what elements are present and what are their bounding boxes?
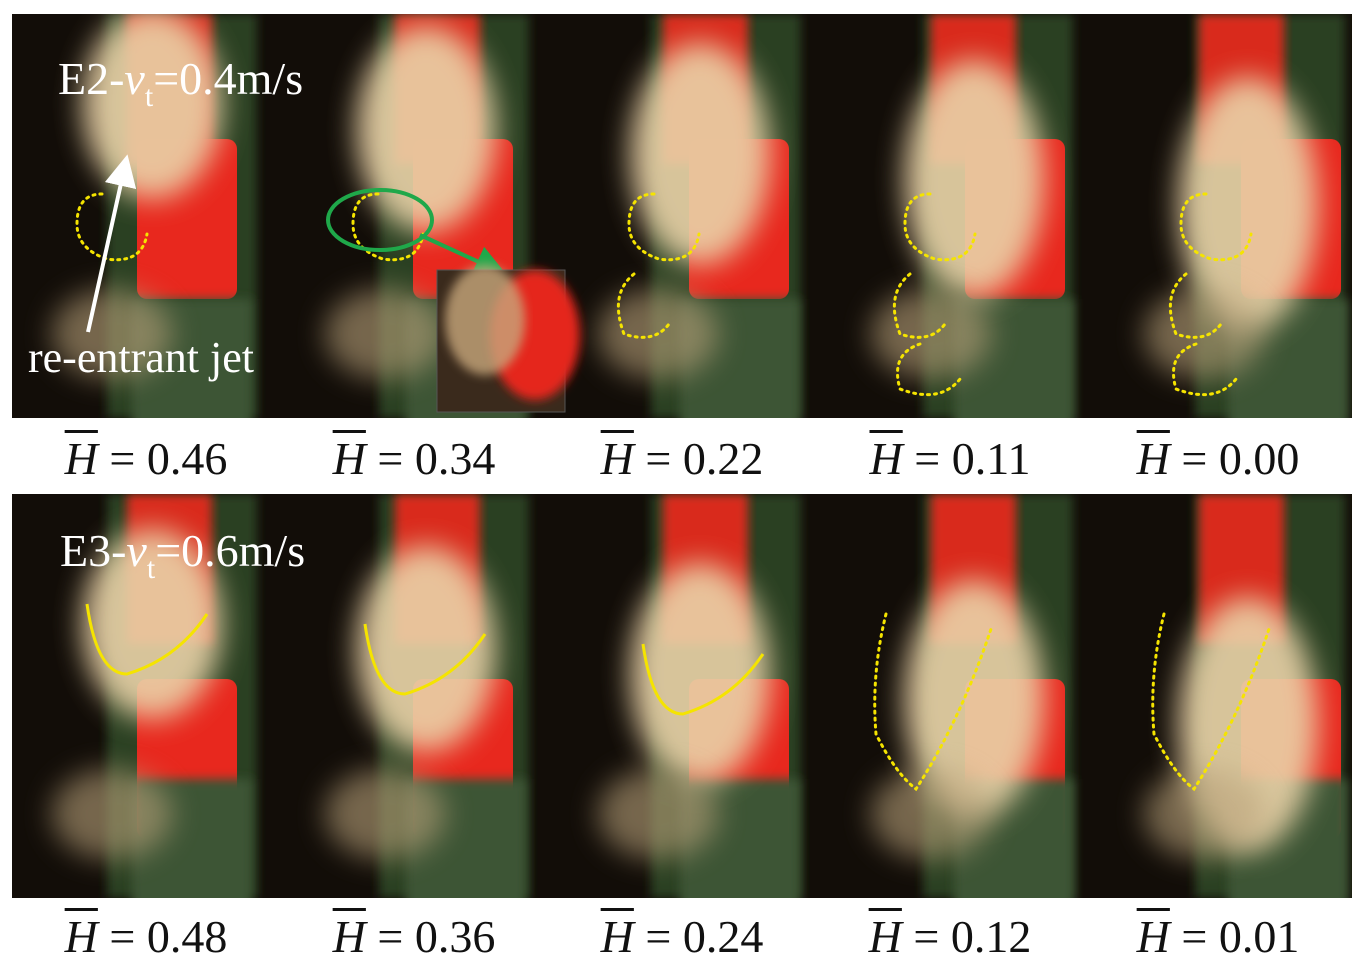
cavity-cloud [1178, 77, 1318, 331]
shed-cloud [325, 289, 445, 379]
dotted-contour [1168, 272, 1223, 339]
caption: H = 0.36 [280, 910, 548, 963]
caption-symbol: H [64, 911, 98, 962]
caption: H = 0.46 [12, 432, 280, 485]
photo-panel [1084, 494, 1352, 898]
label-subscript: t [145, 80, 154, 113]
cavity-cloud [356, 26, 496, 232]
photo-panel [12, 14, 280, 418]
caption-value: 0.36 [414, 911, 496, 962]
solid-contour [363, 623, 487, 696]
photo-panel [1084, 14, 1352, 418]
caption-relation: = [645, 911, 672, 962]
photo-panel [12, 494, 280, 898]
label-variable: v [126, 525, 147, 576]
caption-relation: = [377, 433, 404, 484]
dotted-contour [75, 192, 149, 262]
caption-relation: = [109, 433, 136, 484]
row-label: E2-vt=0.4m/s [58, 53, 303, 113]
caption: H = 0.12 [816, 910, 1084, 963]
caption: H = 0.34 [280, 432, 548, 485]
caption-relation: = [913, 911, 940, 962]
dotted-contour [616, 272, 671, 339]
dotted-contour [1172, 342, 1238, 397]
caption-value: 0.01 [1218, 911, 1300, 962]
arrow [419, 233, 507, 276]
highlight [326, 188, 434, 252]
solid-contour [641, 643, 765, 716]
caption-symbol: H [1136, 433, 1170, 484]
cavity-cloud [82, 14, 222, 199]
dotted-contour [873, 612, 993, 792]
cavity-cloud [904, 580, 1044, 818]
photo-strip [12, 494, 1352, 898]
caption-symbol: H [332, 911, 366, 962]
dotted-contour [896, 342, 962, 397]
shed-cloud [52, 769, 172, 859]
dotted-contour [892, 272, 947, 339]
shed-cloud [598, 769, 718, 859]
caption-symbol: H [600, 433, 634, 484]
caption: H = 0.11 [816, 432, 1084, 485]
caption-symbol: H [332, 433, 366, 484]
caption: H = 0.22 [548, 432, 816, 485]
label-suffix: =0.4m/s [153, 53, 303, 104]
photo-panel [548, 14, 816, 418]
caption-value: 0.11 [951, 433, 1031, 484]
inset-cloud [445, 265, 525, 375]
arrow [86, 154, 137, 333]
photo-strip [12, 14, 1352, 418]
caption-value: 0.46 [146, 433, 228, 484]
dotted-contour [1179, 192, 1253, 262]
caption-symbol: H [869, 433, 903, 484]
caption-relation: = [914, 433, 941, 484]
caption: H = 0.00 [1084, 432, 1352, 485]
annotation: re-entrant jet [28, 333, 254, 382]
caption-value: 0.48 [146, 911, 228, 962]
cavity-cloud [904, 60, 1044, 298]
row-label: E3-vt=0.6m/s [60, 525, 305, 585]
photo-panel [280, 494, 548, 898]
caption-value: 0.34 [414, 433, 496, 484]
label-prefix: E2- [58, 53, 124, 104]
caption-relation: = [645, 433, 672, 484]
caption-symbol: H [1136, 911, 1170, 962]
solid-contour [85, 603, 209, 676]
photo-panel [548, 494, 816, 898]
photo-panel [816, 14, 1084, 418]
caption-relation: = [109, 911, 136, 962]
dotted-contour [351, 192, 425, 262]
cavity-cloud [630, 43, 770, 265]
caption-value: 0.24 [682, 911, 764, 962]
cavity-cloud [630, 563, 770, 785]
shed-cloud [52, 289, 172, 379]
shed-cloud [1144, 769, 1264, 859]
caption-symbol: H [868, 911, 902, 962]
photo-panel [816, 494, 1084, 898]
caption: H = 0.48 [12, 910, 280, 963]
shed-cloud [325, 769, 445, 859]
cavity-cloud [356, 546, 496, 752]
caption: H = 0.01 [1084, 910, 1352, 963]
shed-cloud [1144, 289, 1264, 379]
label-prefix: E3- [60, 525, 126, 576]
label-suffix: =0.6m/s [155, 525, 305, 576]
dotted-contour [1151, 612, 1271, 792]
caption-value: 0.00 [1218, 433, 1300, 484]
label-variable: v [124, 53, 145, 104]
caption-relation: = [1181, 433, 1208, 484]
caption-relation: = [1181, 911, 1208, 962]
caption: H = 0.24 [548, 910, 816, 963]
caption-value: 0.12 [950, 911, 1032, 962]
caption-relation: = [377, 911, 404, 962]
dotted-contour [627, 192, 701, 262]
caption-value: 0.22 [682, 433, 764, 484]
caption-symbol: H [64, 433, 98, 484]
label-subscript: t [147, 552, 156, 585]
dotted-contour [903, 192, 977, 262]
caption-symbol: H [600, 911, 634, 962]
shed-cloud [871, 769, 991, 859]
